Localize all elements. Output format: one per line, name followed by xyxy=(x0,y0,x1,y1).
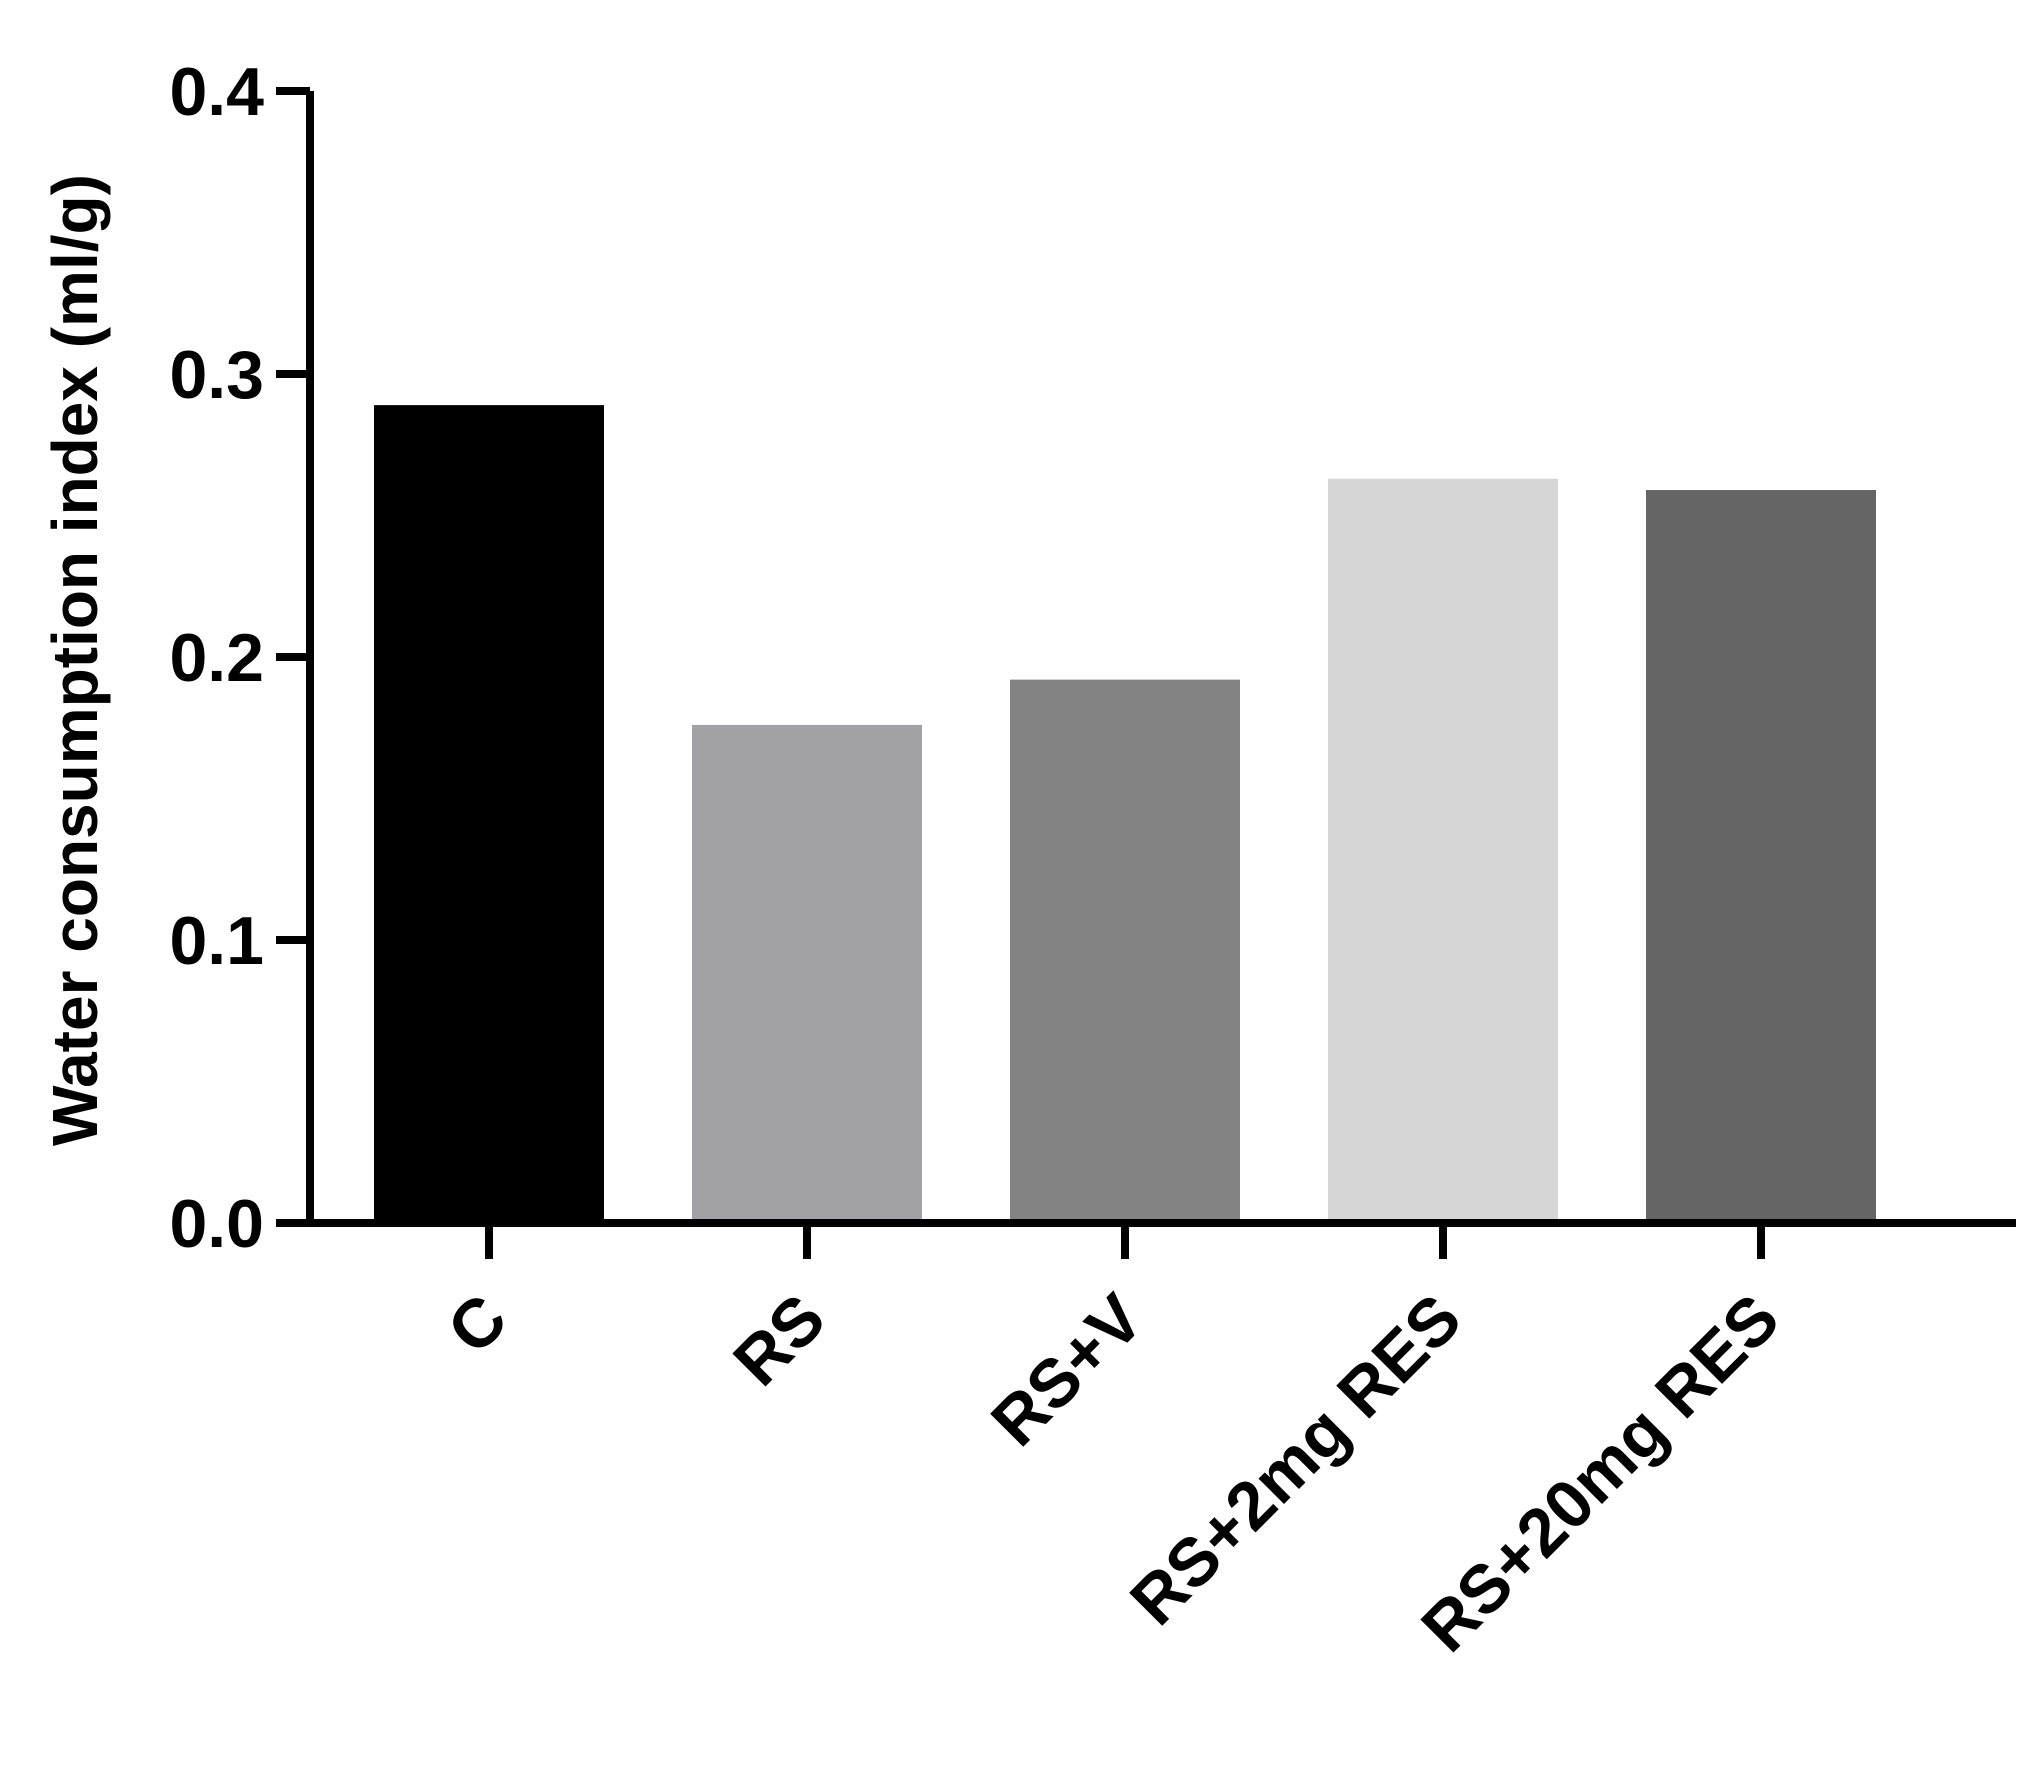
bar-rs-2mg-res xyxy=(1328,478,1558,1224)
x-tick-label: C xyxy=(433,1280,521,1368)
y-axis-label: Water consumption index (ml/g) xyxy=(39,174,111,1146)
y-tick-label: 0.0 xyxy=(169,1186,264,1262)
y-tick-label: 0.3 xyxy=(169,337,264,413)
bars-group xyxy=(374,405,1876,1224)
bar-rs xyxy=(692,724,922,1223)
x-tick-label: RS xyxy=(719,1280,840,1401)
bar-rs-20mg-res xyxy=(1646,490,1876,1223)
x-tick-label: RS+V xyxy=(977,1280,1158,1461)
y-ticks-group: 0.0 0.1 0.2 0.3 0.4 xyxy=(169,54,310,1262)
y-tick-label: 0.4 xyxy=(169,54,264,130)
x-tick-label: RS+2mg RES xyxy=(1116,1280,1476,1640)
bar-rs-v xyxy=(1010,679,1240,1223)
y-tick-label: 0.1 xyxy=(169,903,264,979)
y-tick-label: 0.2 xyxy=(169,620,264,696)
bar-c xyxy=(374,405,604,1223)
